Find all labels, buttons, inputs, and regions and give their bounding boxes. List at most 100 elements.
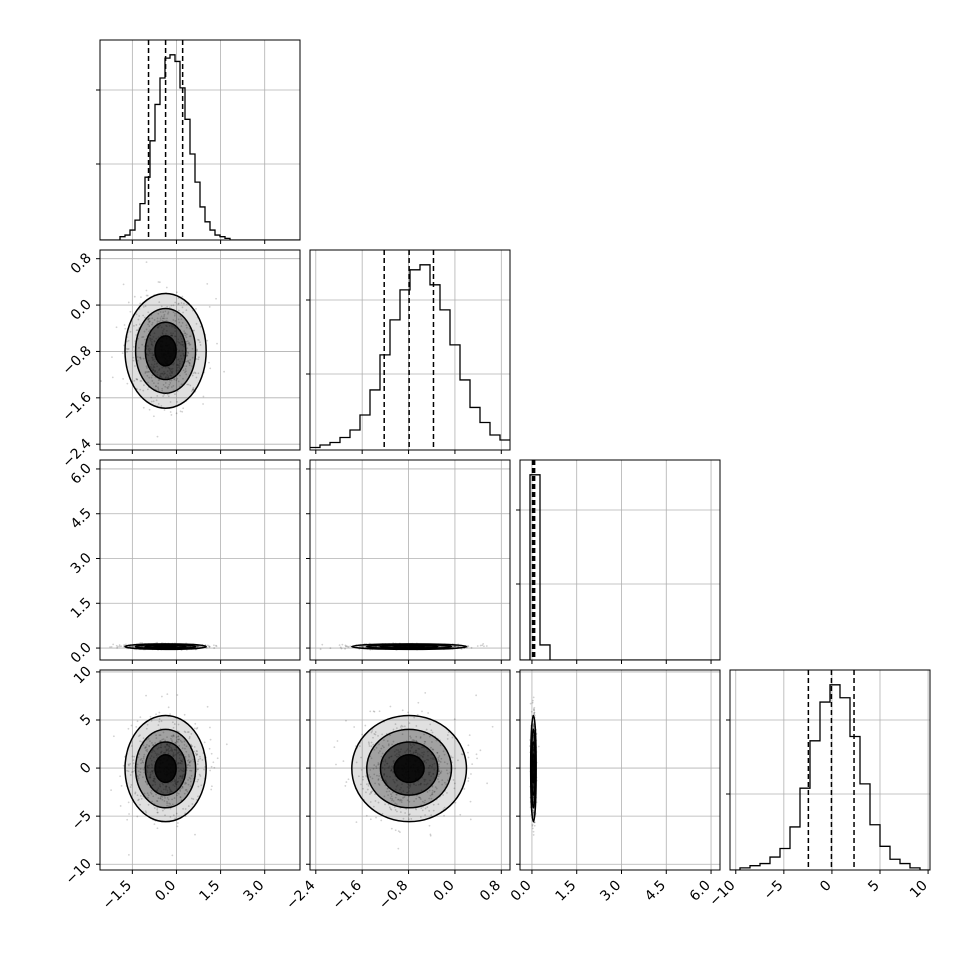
scatter-point (387, 743, 390, 745)
y-tick-label: −10 (63, 856, 95, 888)
scatter-point (162, 317, 165, 320)
scatter-point (170, 304, 173, 307)
scatter-point (182, 407, 185, 410)
scatter-point (166, 305, 169, 308)
scatter-point (399, 831, 401, 834)
scatter-point (121, 352, 124, 355)
scatter-point (160, 695, 163, 698)
scatter-point (179, 790, 182, 792)
scatter-point (160, 315, 163, 318)
scatter-point (144, 372, 147, 374)
scatter-point (139, 357, 142, 360)
scatter-point (136, 775, 139, 778)
scatter-point (150, 789, 153, 792)
scatter-point (147, 370, 150, 373)
scatter-point (125, 347, 128, 350)
contour-line (124, 292, 207, 409)
scatter-point (132, 356, 135, 359)
scatter-point (333, 746, 336, 749)
scatter-point (122, 283, 125, 286)
scatter-point (142, 755, 145, 758)
scatter-point (377, 734, 379, 737)
scatter-point (170, 379, 173, 382)
scatter-point (445, 769, 448, 772)
scatter-point (174, 312, 176, 315)
y-tick-label: 10 (71, 663, 95, 687)
scatter-point (188, 761, 191, 763)
scatter-point (145, 294, 148, 297)
scatter-point (366, 783, 368, 786)
scatter-point (148, 317, 151, 320)
scatter-point (179, 796, 182, 798)
scatter-point (195, 750, 198, 752)
scatter-point (369, 776, 372, 778)
scatter-point (155, 713, 157, 716)
scatter-point (479, 644, 482, 647)
grid (310, 460, 510, 660)
scatter-point (441, 779, 444, 782)
scatter-point (216, 342, 218, 345)
scatter-point (394, 809, 397, 811)
scatter-point (383, 739, 385, 742)
scatter-point (470, 646, 473, 649)
scatter-point (176, 792, 179, 794)
scatter-point (404, 812, 407, 814)
scatter-point (132, 770, 135, 773)
scatter-point (208, 305, 211, 308)
panel-body (100, 40, 300, 240)
scatter-point (157, 312, 160, 315)
scatter-point (417, 701, 420, 704)
scatter-point (431, 791, 434, 794)
scatter-point (145, 365, 148, 368)
scatter-point (125, 340, 128, 343)
scatter-point (181, 295, 184, 298)
scatter-point (172, 814, 175, 817)
scatter-point (344, 785, 347, 787)
scatter-point (380, 747, 383, 750)
scatter-point (443, 753, 446, 756)
scatter-point (196, 768, 199, 771)
scatter-point (172, 734, 175, 737)
scatter-point (172, 384, 175, 387)
scatter-point (140, 757, 143, 760)
scatter-point (178, 744, 181, 747)
scatter-point (147, 311, 150, 314)
scatter-point (531, 823, 534, 826)
scatter-point (199, 775, 202, 777)
scatter-point (452, 779, 455, 781)
scatter-point (453, 645, 456, 648)
scatter-point (196, 763, 199, 765)
scatter-point (375, 767, 378, 769)
scatter-point (162, 383, 165, 386)
scatter-point (172, 304, 175, 307)
scatter-point (186, 759, 189, 762)
scatter-point (189, 764, 191, 767)
scatter-point (408, 800, 411, 803)
scatter-point (136, 378, 139, 381)
scatter-point (141, 336, 144, 339)
scatter-point (415, 735, 418, 738)
x-tick-label: 0 (817, 878, 835, 896)
scatter-point (371, 777, 374, 780)
scatter-point (208, 645, 211, 648)
scatter-point (184, 808, 187, 810)
scatter-point (193, 371, 196, 374)
y-tick-label: 0.0 (68, 297, 95, 324)
scatter-point (168, 805, 170, 808)
scatter-point (192, 372, 195, 375)
scatter-point (370, 757, 373, 760)
scatter-point (177, 738, 180, 741)
scatter-point (136, 356, 139, 358)
scatter-point (146, 750, 149, 753)
scatter-point (377, 801, 380, 804)
scatter-point (139, 388, 142, 391)
scatter-point (173, 378, 176, 381)
scatter-point (185, 745, 188, 748)
scatter-point (145, 749, 147, 752)
scatter-point (147, 318, 150, 320)
scatter-point (374, 731, 377, 733)
scatter-point (199, 344, 202, 346)
scatter-point (161, 809, 164, 812)
scatter-point (181, 321, 184, 324)
scatter-point (419, 816, 422, 818)
